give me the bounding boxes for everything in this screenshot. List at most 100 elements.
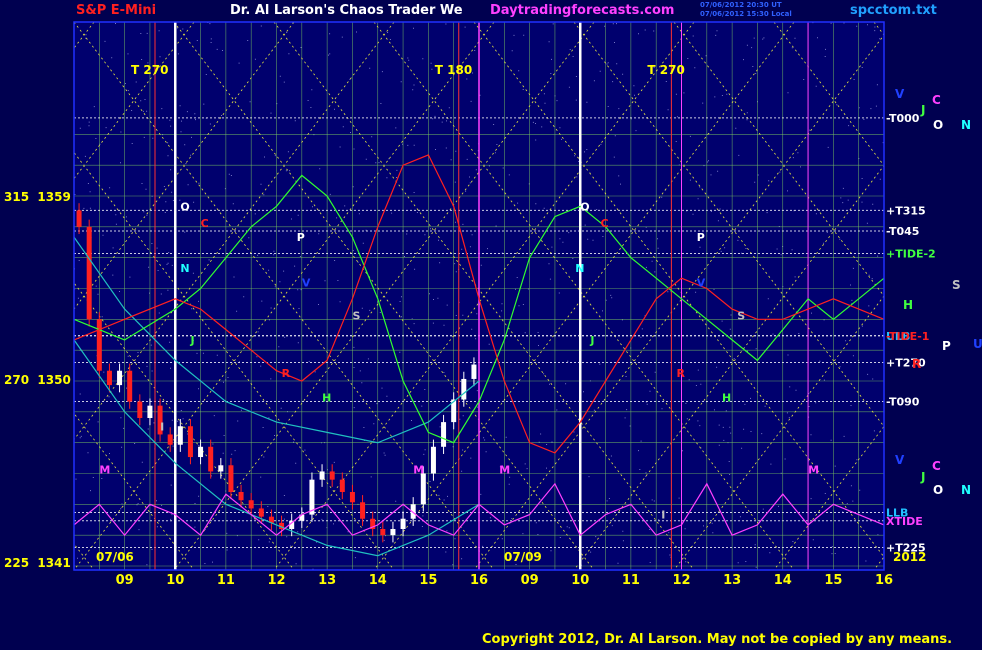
x-tick-9: 10 — [571, 573, 589, 588]
side-letter-1: C — [932, 93, 941, 107]
t-label-2: T 270 — [647, 63, 684, 77]
side-letter-11: C — [932, 459, 941, 473]
level-label-0: -T000 — [886, 112, 920, 125]
marker-3: J — [189, 334, 194, 347]
side-letter-14: N — [961, 483, 971, 497]
level-label-8: LLB — [886, 507, 908, 520]
chart-title: Dr. Al Larson's Chaos Trader We — [230, 3, 463, 18]
marker-19: R — [676, 367, 685, 380]
side-letter-13: O — [933, 483, 943, 497]
y-tick-label-0: 315 1359 — [4, 190, 71, 204]
candle-body — [198, 446, 204, 458]
candle-body — [400, 518, 406, 529]
side-letter-10: V — [895, 453, 905, 467]
date-label-0: 07/06 — [96, 550, 134, 564]
marker-13: C — [601, 217, 609, 230]
x-tick-12: 13 — [723, 573, 741, 588]
file-label: spcctom.txt — [850, 3, 937, 18]
plot-border — [73, 21, 885, 571]
side-letter-6: H — [903, 298, 913, 312]
marker-20: H — [722, 392, 731, 405]
candle-body — [187, 426, 193, 458]
marker-17: V — [697, 276, 706, 289]
candle-body — [228, 465, 234, 492]
date-label-1: 07/09 — [504, 550, 542, 564]
x-tick-2: 11 — [217, 573, 235, 588]
candle-body — [218, 465, 224, 472]
y-tick-label-2: 225 1341 — [4, 556, 71, 570]
t-label-1: T 180 — [435, 63, 472, 77]
series-line-3 — [73, 174, 885, 444]
candle-body — [117, 370, 123, 386]
candle-body — [471, 364, 477, 379]
candle-body — [461, 378, 467, 400]
candle-body — [309, 479, 315, 515]
candle-body — [390, 529, 396, 536]
marker-8: H — [322, 392, 331, 405]
x-tick-10: 11 — [622, 573, 640, 588]
time-lattice — [74, 22, 884, 570]
side-letter-3: O — [933, 118, 943, 132]
candle-body — [147, 405, 153, 418]
x-tick-11: 12 — [672, 573, 690, 588]
x-tick-8: 09 — [521, 573, 539, 588]
level-label-10: +T225 — [886, 542, 926, 555]
marker-22: I — [160, 420, 164, 433]
candle-body — [208, 446, 214, 472]
marker-4: P — [297, 231, 305, 244]
level-label-1: +T315 — [886, 204, 926, 217]
marker-6: S — [352, 309, 360, 322]
level-label-7: -T090 — [886, 396, 920, 409]
x-tick-15: 16 — [875, 573, 893, 588]
candle-body — [248, 500, 254, 509]
candle-body — [96, 319, 102, 371]
candle-body — [76, 210, 82, 227]
candle-body — [177, 426, 183, 445]
candle-body — [167, 434, 173, 445]
x-tick-6: 15 — [419, 573, 437, 588]
timestamp-ut: 07/06/2012 20:30 UT — [700, 1, 782, 9]
candle-body — [349, 492, 355, 503]
marker-21: M — [808, 464, 819, 477]
x-tick-13: 14 — [774, 573, 792, 588]
marker-23: I — [661, 509, 665, 522]
marker-2: N — [180, 262, 189, 275]
level-label-6: +T270 — [886, 357, 926, 370]
candle-body — [299, 514, 305, 521]
year-label: 2012 — [893, 550, 927, 564]
site-label: Daytradingforecasts.com — [490, 3, 675, 18]
side-letter-5: S — [952, 278, 961, 292]
side-letter-7: P — [942, 339, 951, 353]
candle-body — [289, 520, 295, 529]
level-label-9: XTIDE — [886, 515, 923, 528]
candle-body — [238, 492, 244, 501]
candle-body — [268, 516, 274, 523]
candle-body — [441, 422, 447, 447]
x-tick-0: 09 — [116, 573, 134, 588]
marker-11: M — [499, 464, 510, 477]
marker-10: M — [413, 464, 424, 477]
candle-body — [430, 446, 436, 474]
series-line-4 — [73, 154, 885, 454]
marker-7: R — [282, 367, 291, 380]
candle-body — [339, 479, 345, 492]
side-letter-2: J — [920, 103, 925, 117]
candle-body — [370, 518, 376, 529]
marker-1: C — [201, 217, 209, 230]
candle-body — [127, 370, 133, 402]
candle-body — [420, 473, 426, 505]
candle-body — [319, 471, 325, 480]
series-line-1 — [73, 236, 480, 444]
x-tick-7: 16 — [470, 573, 488, 588]
copyright: Copyright 2012, Dr. Al Larson. May not b… — [482, 632, 953, 647]
y-tick-label-1: 270 1350 — [4, 373, 71, 387]
x-tick-14: 15 — [824, 573, 842, 588]
series-line-2 — [73, 339, 480, 557]
side-letter-9: R — [912, 357, 921, 371]
x-tick-3: 12 — [267, 573, 285, 588]
marker-16: P — [697, 231, 705, 244]
marker-15: J — [589, 334, 594, 347]
side-letter-12: J — [920, 470, 925, 484]
marker-14: N — [575, 262, 584, 275]
